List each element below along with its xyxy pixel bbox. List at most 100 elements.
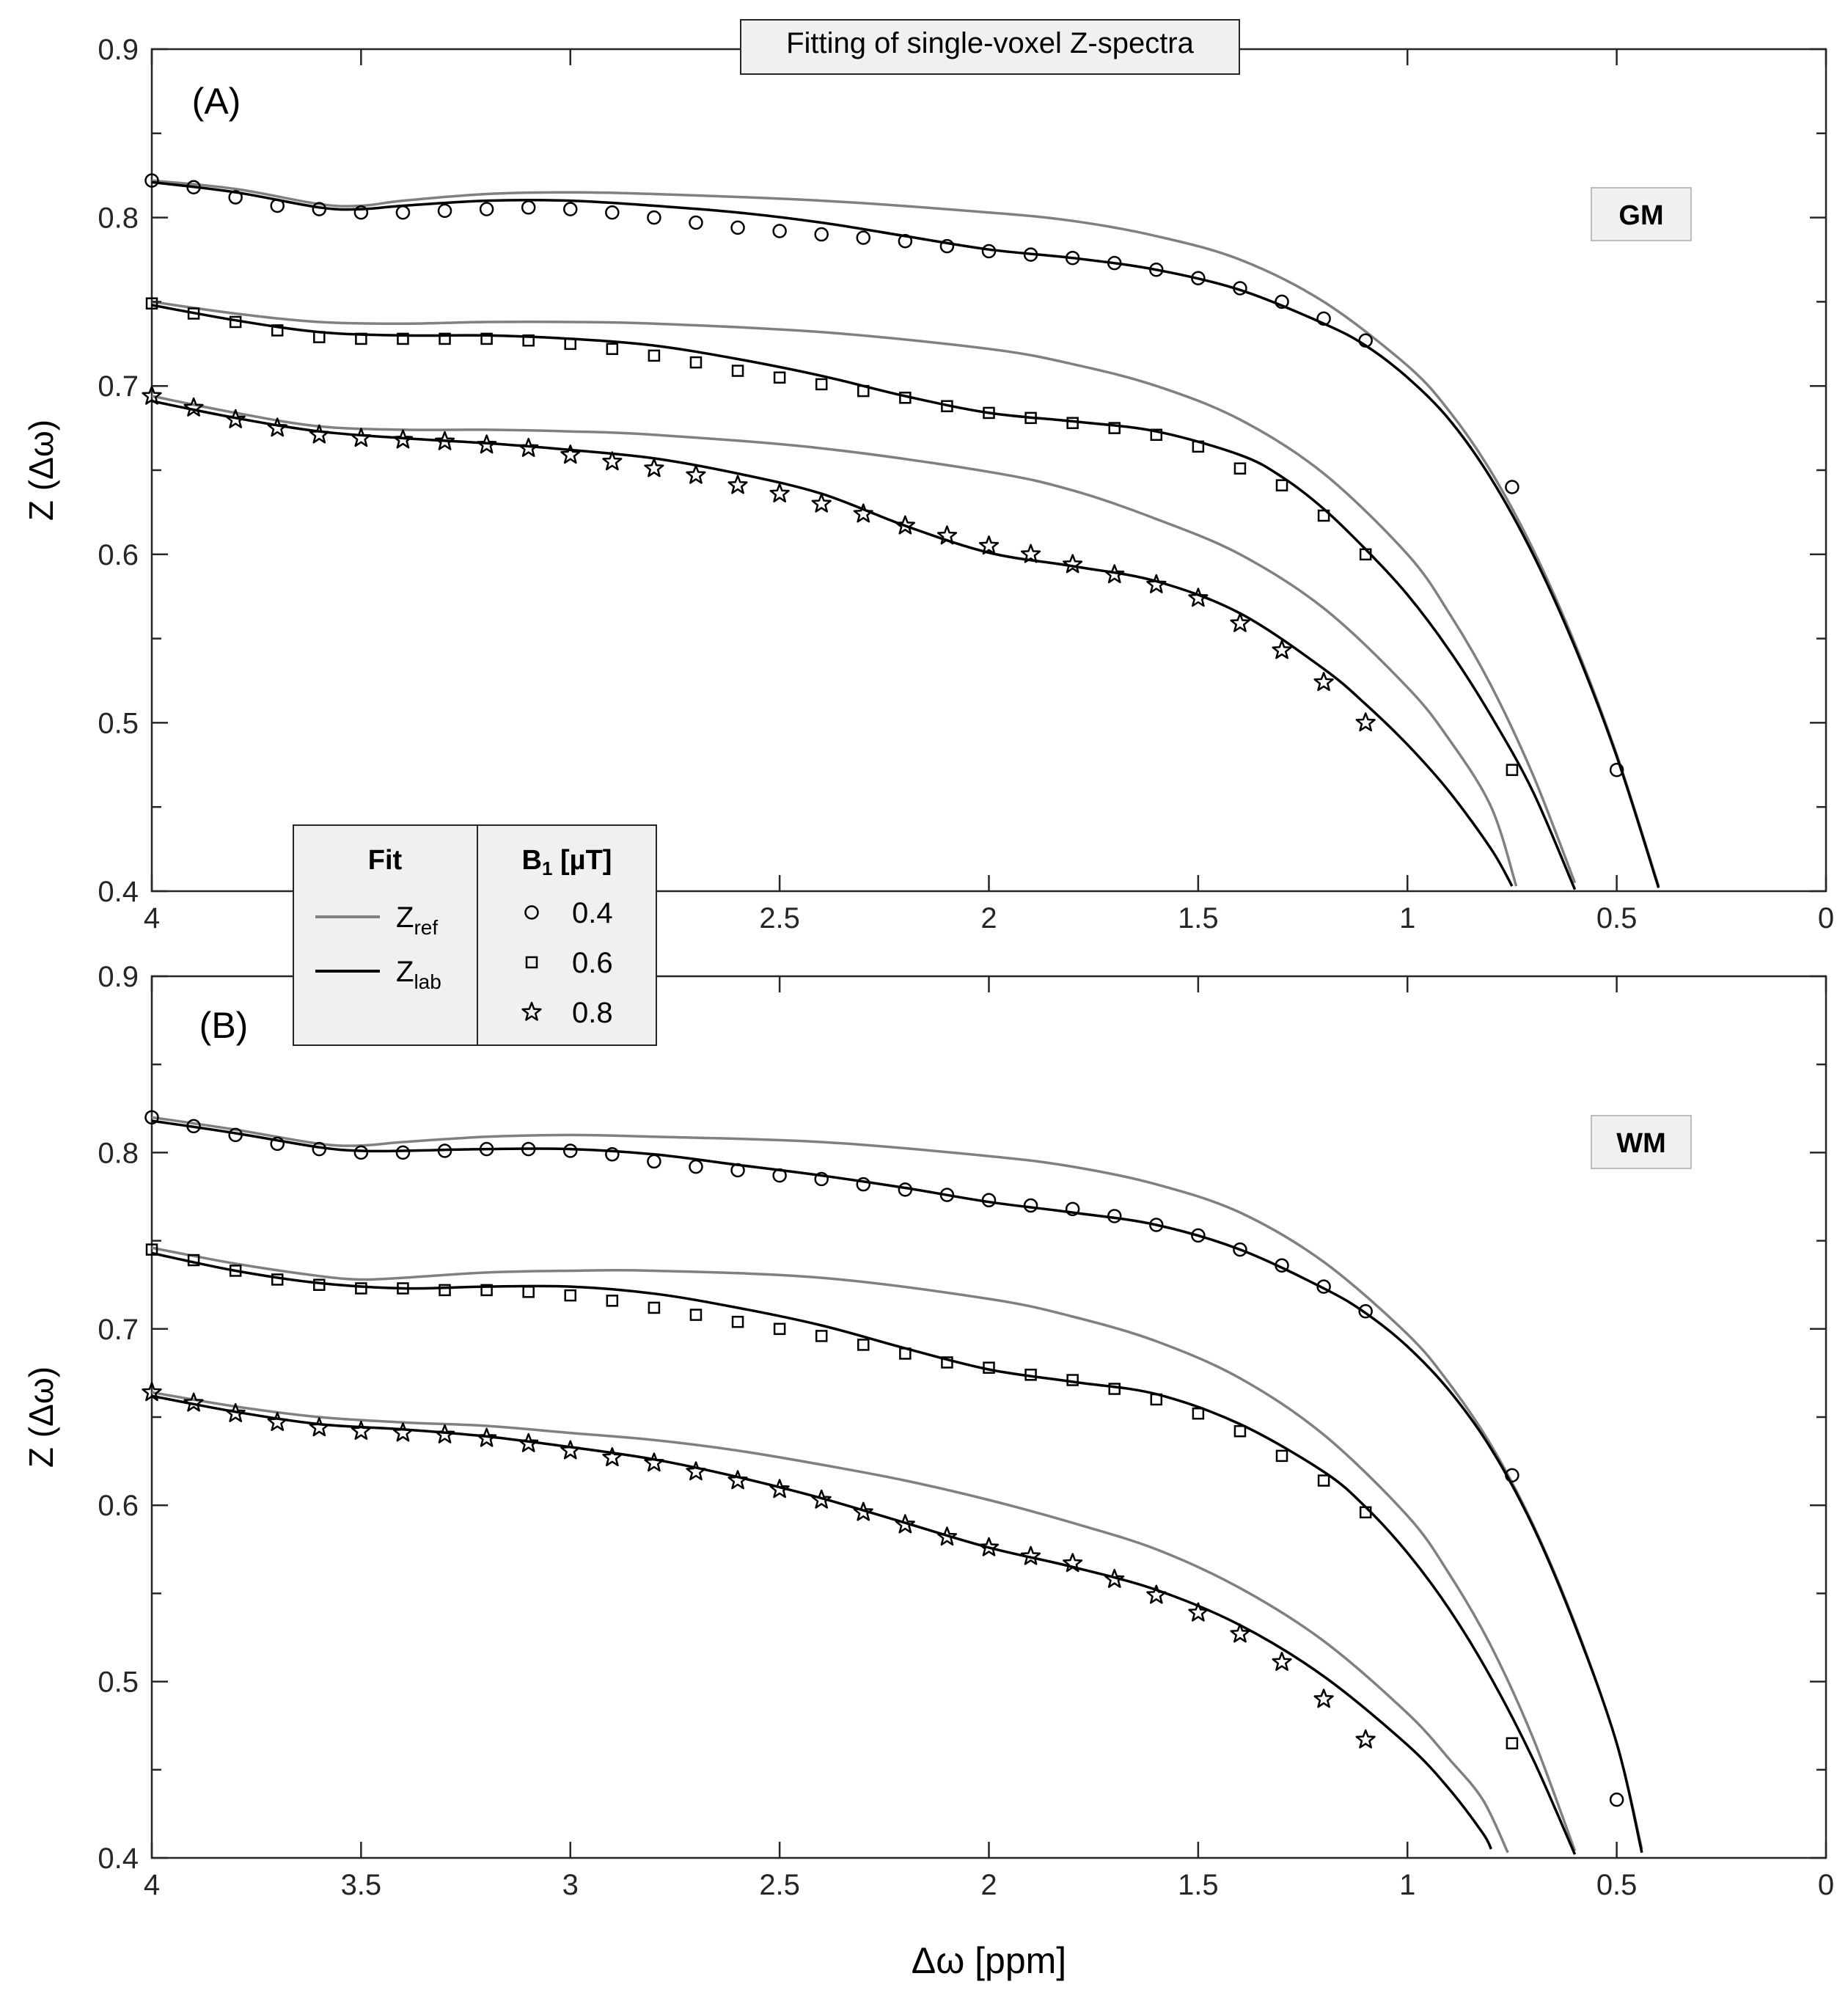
data-point-square <box>815 378 828 391</box>
data-point-circle <box>898 233 913 249</box>
data-point-star <box>1063 554 1083 574</box>
data-point-square <box>983 1361 995 1374</box>
data-point-star <box>686 464 706 484</box>
data-point-star <box>1146 1584 1167 1604</box>
data-point-star <box>644 1452 664 1472</box>
region-label-box <box>1591 1115 1692 1169</box>
data-point-square <box>899 1347 912 1360</box>
axes-box <box>150 48 1827 893</box>
fit-lab-line <box>152 1251 1577 1855</box>
data-point-circle <box>898 1182 913 1197</box>
data-point-star <box>602 451 623 471</box>
data-point-star <box>392 1422 414 1442</box>
legend-label-ref: Zref <box>396 901 438 939</box>
data-point-square <box>1108 1383 1121 1395</box>
y-tick-label: 0.7 <box>98 1314 139 1346</box>
fit-ref-line <box>152 1391 1509 1854</box>
data-point-square <box>606 343 619 355</box>
data-point-circle <box>1609 762 1624 777</box>
fit-lab-line <box>152 1119 1643 1854</box>
legend-b1-value: 0.4 <box>572 897 613 929</box>
y-ticks: 0.4 0.5 0.6 0.7 0.8 0.9 <box>98 961 1826 1875</box>
data-point-square <box>983 406 995 420</box>
data-point-square <box>480 332 493 345</box>
data-point-square <box>815 1330 828 1342</box>
legend-b1-header: B1 [µT] <box>522 845 612 879</box>
data-point-square <box>1275 1449 1288 1463</box>
data-point-star <box>142 385 162 405</box>
data-point-circle <box>939 1188 955 1202</box>
data-point-square <box>439 332 451 345</box>
data-point-square <box>731 1315 744 1328</box>
data-point-star <box>225 1402 246 1422</box>
data-point-star <box>560 444 581 464</box>
data-point-square <box>857 1339 870 1351</box>
y-axis-label: Z (Δω) <box>22 420 60 521</box>
data-point-circle <box>1023 1198 1038 1213</box>
data-point-circle <box>1065 250 1080 266</box>
fit-curves <box>152 1116 1643 1855</box>
data-point-star <box>1313 1688 1334 1708</box>
y-tick-label: 0.4 <box>98 1843 139 1875</box>
data-point-star <box>769 1479 790 1498</box>
data-point-square <box>564 1289 576 1302</box>
data-point-square <box>1317 509 1330 522</box>
data-point-square <box>1192 1407 1205 1420</box>
data-point-circle <box>437 203 452 219</box>
data-point-star <box>853 503 873 523</box>
y-tick-label: 0.6 <box>98 539 139 571</box>
data-point-circle <box>228 1127 243 1143</box>
legend-label-lab: Zlab <box>396 956 441 993</box>
data-point-square <box>187 307 200 320</box>
data-point-square <box>397 1282 409 1295</box>
data-point-square <box>522 334 535 347</box>
x-tick-label: 1 <box>1399 1869 1415 1901</box>
data-point-square <box>145 1243 158 1256</box>
data-point-star <box>351 1420 371 1440</box>
fit-lab-line <box>152 1394 1492 1850</box>
panel-a: 0.4 0.5 0.6 0.7 0.8 0.9 4 2.5 2 1.5 1 0.5 0 Z (Δω) (A)… <box>22 34 1834 934</box>
data-point-square <box>1233 462 1247 475</box>
data-point-square <box>355 332 367 345</box>
data-point-circle <box>353 205 369 220</box>
data-point-square <box>689 1309 703 1321</box>
data-point-square <box>1066 1374 1079 1386</box>
data-point-circle <box>981 1193 997 1208</box>
data-point-square <box>145 297 158 310</box>
data-point-circle <box>605 205 620 220</box>
data-point-star <box>183 397 204 417</box>
data-point-circle <box>981 244 997 259</box>
legend-marker-square <box>525 956 538 969</box>
data-point-circle <box>563 202 578 216</box>
data-point-star <box>476 1427 497 1447</box>
data-point-circle <box>1191 1228 1206 1243</box>
y-tick-label: 0.5 <box>98 1666 139 1699</box>
x-tick-label: 0.5 <box>1596 1869 1638 1901</box>
data-point-square <box>1024 411 1037 425</box>
data-point-star <box>1272 640 1292 659</box>
x-tick-label: 1 <box>1399 902 1415 934</box>
data-point-star <box>1355 1729 1376 1749</box>
x-tick-label: 0.5 <box>1596 902 1638 934</box>
y-tick-label: 0.5 <box>98 707 139 739</box>
data-point-star <box>309 424 329 444</box>
fit-ref-line <box>152 395 1518 887</box>
data-point-circle <box>1107 1209 1122 1223</box>
x-tick-label: 2 <box>980 902 997 934</box>
data-point-star <box>1020 544 1041 563</box>
legend-b1-value: 0.8 <box>572 997 613 1029</box>
data-point-star <box>602 1447 623 1467</box>
data-point-circle <box>1233 1242 1247 1257</box>
data-point-square <box>1275 479 1288 491</box>
data-point-square <box>1108 422 1121 434</box>
data-point-square <box>229 1265 242 1277</box>
data-point-square <box>522 1286 535 1298</box>
data-point-circle <box>647 1154 661 1169</box>
data-point-square <box>1359 548 1372 561</box>
data-point-square <box>606 1295 619 1307</box>
data-point-square <box>899 392 912 404</box>
data-point-star <box>351 428 371 447</box>
data-point-square <box>1150 1393 1163 1406</box>
data-point-circle <box>647 210 661 225</box>
